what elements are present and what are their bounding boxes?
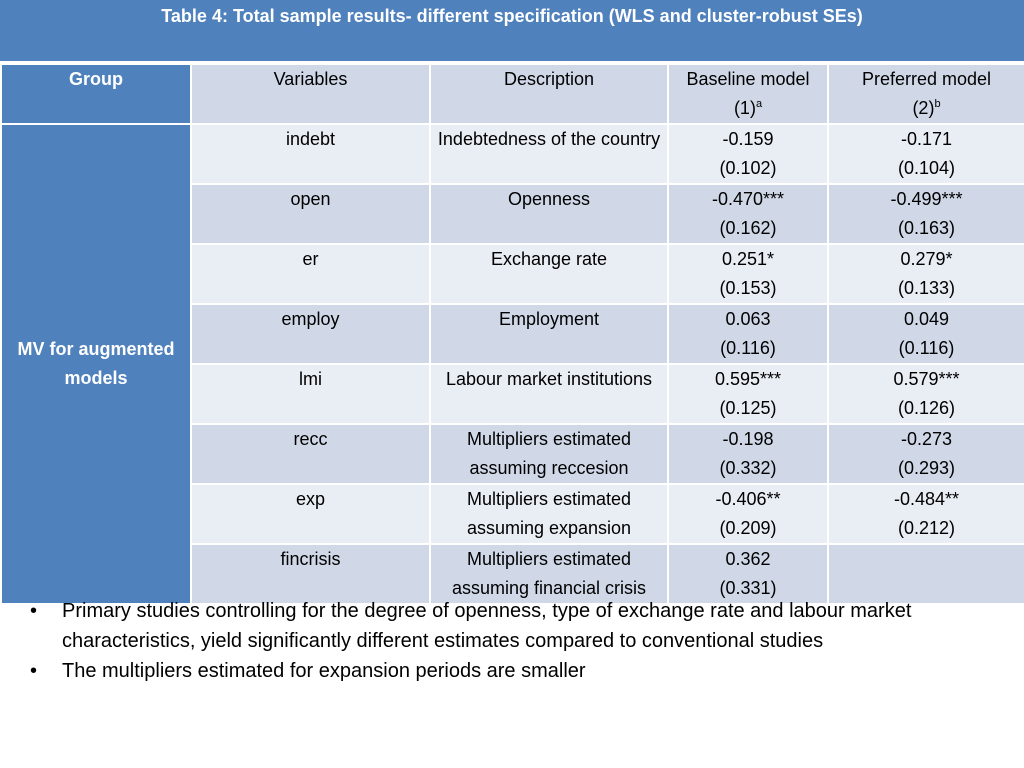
preferred-coefficient: -0.499*** — [890, 189, 963, 209]
preferred-standard-error: (0.126) — [897, 398, 956, 418]
preferred-estimate-cell: -0.273 (0.293) — [827, 423, 1024, 485]
baseline-estimate-cell: -0.406** (0.209) — [667, 483, 829, 545]
preferred-coefficient: -0.273 — [900, 429, 953, 449]
preferred-standard-error: (0.116) — [898, 338, 955, 358]
baseline-standard-error: (0.153) — [719, 278, 777, 298]
preferred-coefficient: 0.279* — [900, 249, 953, 269]
preferred-estimate-cell: 0.579*** (0.126) — [827, 363, 1024, 425]
preferred-estimate-cell: -0.499*** (0.163) — [827, 183, 1024, 245]
table-title: Table 4: Total sample results- different… — [0, 0, 1024, 61]
baseline-standard-error: (0.332) — [719, 458, 777, 478]
header-variables: Variables — [190, 63, 431, 125]
baseline-coefficient: -0.198 — [722, 429, 774, 449]
header-baseline-number: (1) — [733, 98, 756, 118]
table-row: MV for augmented models indebt Indebtednes… — [0, 123, 1024, 605]
preferred-standard-error: (0.104) — [897, 158, 956, 178]
description-cell: Openness — [429, 183, 669, 245]
preferred-standard-error: (0.163) — [897, 218, 956, 238]
baseline-estimate-cell: 0.595*** (0.125) — [667, 363, 829, 425]
preferred-estimate-cell: -0.484** (0.212) — [827, 483, 1024, 545]
baseline-standard-error: (0.125) — [719, 398, 777, 418]
table-row: exp Multipliers estimated assuming expans… — [1, 483, 1024, 545]
preferred-standard-error: (0.293) — [897, 458, 956, 478]
baseline-coefficient: -0.470*** — [711, 189, 785, 209]
bullet-marker: • — [30, 660, 38, 682]
baseline-standard-error: (0.116) — [720, 338, 776, 358]
baseline-coefficient: -0.406** — [715, 489, 781, 509]
preferred-estimate-cell: 0.049 (0.116) — [827, 303, 1024, 365]
baseline-standard-error: (0.162) — [719, 218, 777, 238]
preferred-coefficient: 0.049 — [903, 309, 950, 329]
variable-cell: employ — [190, 303, 431, 365]
header-baseline-model: Baseline model (1)a — [667, 63, 829, 125]
table-row: recc Multipliers estimated assuming recce… — [1, 423, 1024, 485]
baseline-coefficient: 0.362 — [725, 549, 771, 569]
description-cell: Employment — [429, 303, 669, 365]
header-baseline-label: Baseline model — [686, 69, 810, 89]
preferred-coefficient: -0.484** — [893, 489, 960, 509]
variable-cell: indebt — [190, 123, 431, 185]
baseline-standard-error: (0.102) — [719, 158, 777, 178]
baseline-standard-error: (0.331) — [719, 578, 777, 598]
header-preferred-sup: b — [934, 98, 941, 110]
preferred-standard-error: (0.133) — [897, 278, 956, 298]
baseline-coefficient: 0.595*** — [714, 369, 782, 389]
description-cell: Labour market institutions — [429, 363, 669, 425]
baseline-coefficient: -0.159 — [722, 129, 774, 149]
header-baseline-sup: a — [755, 98, 763, 110]
baseline-estimate-cell: -0.159 (0.102) — [667, 123, 829, 185]
table-row: lmi Labour market institutions 0.595*** (0.… — [1, 363, 1024, 425]
bullet-text: Primary studies controlling for the degr… — [62, 600, 912, 652]
preferred-standard-error: (0.212) — [897, 518, 956, 538]
baseline-estimate-cell: 0.362 (0.331) — [667, 543, 829, 605]
header-group: Group — [0, 63, 192, 125]
variable-cell: recc — [190, 423, 431, 485]
bullet-item: • The multipliers estimated for expansio… — [24, 656, 1000, 686]
baseline-standard-error: (0.209) — [719, 518, 777, 538]
bullet-marker: • — [30, 600, 38, 622]
baseline-estimate-cell: 0.251* (0.153) — [667, 243, 829, 305]
results-table: Group Variables Description Baseline mod… — [0, 63, 1024, 605]
variable-cell: open — [190, 183, 431, 245]
table-header-row: Group Variables Description Baseline mod… — [0, 63, 1024, 125]
variable-cell: exp — [190, 483, 431, 545]
group-cell: MV for augmented models — [0, 123, 192, 605]
description-cell: Multipliers estimated assuming expansion — [429, 483, 669, 545]
variable-cell: fincrisis — [190, 543, 431, 605]
description-cell: Exchange rate — [429, 243, 669, 305]
description-cell: Multipliers estimated assuming reccesion — [429, 423, 669, 485]
baseline-estimate-cell: -0.470*** (0.162) — [667, 183, 829, 245]
preferred-estimate-cell — [827, 543, 1024, 605]
baseline-coefficient: 0.063 — [725, 309, 771, 329]
preferred-coefficient: -0.171 — [900, 129, 953, 149]
baseline-coefficient: 0.251* — [721, 249, 775, 269]
bullet-item: • Primary studies controlling for the de… — [24, 596, 1000, 656]
header-preferred-model: Preferred model (2)b — [827, 63, 1024, 125]
preferred-estimate-cell: 0.279* (0.133) — [827, 243, 1024, 305]
table-row: open Openness -0.470*** (0.162) -0.499*** (0.… — [1, 183, 1024, 245]
baseline-estimate-cell: -0.198 (0.332) — [667, 423, 829, 485]
bullet-text: The multipliers estimated for expansion … — [62, 660, 586, 682]
header-preferred-number: (2) — [912, 98, 935, 118]
variable-cell: lmi — [190, 363, 431, 425]
table-row: fincrisis Multipliers estimated assuming … — [1, 543, 1024, 605]
table-row: er Exchange rate 0.251* (0.153) 0.279* (0.133… — [1, 243, 1024, 305]
description-cell: Indebtedness of the country — [429, 123, 669, 185]
header-preferred-label: Preferred model — [861, 69, 992, 89]
preferred-estimate-cell: -0.171 (0.104) — [827, 123, 1024, 185]
bullet-list: • Primary studies controlling for the de… — [24, 596, 1000, 686]
header-description: Description — [429, 63, 669, 125]
baseline-estimate-cell: 0.063 (0.116) — [667, 303, 829, 365]
table-row: employ Employment 0.063 (0.116) 0.049 (0.116) — [1, 303, 1024, 365]
description-cell: Multipliers estimated assuming financial… — [429, 543, 669, 605]
variable-cell: er — [190, 243, 431, 305]
preferred-coefficient: 0.579*** — [893, 369, 960, 389]
